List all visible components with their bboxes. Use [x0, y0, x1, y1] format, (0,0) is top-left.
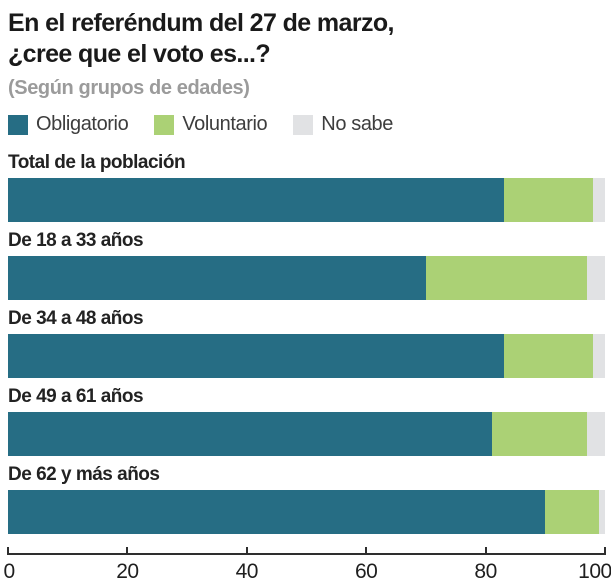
x-axis-tick	[365, 547, 368, 555]
bar-segment-obligatorio	[8, 334, 504, 378]
bar-segment-no-sabe	[593, 178, 605, 222]
chart-groups: Total de la población De 18 a 33 años De 3…	[8, 152, 605, 534]
category-label: De 62 y más años	[8, 464, 160, 485]
legend-label: Voluntario	[182, 113, 268, 135]
bar-segment-voluntario	[545, 490, 600, 534]
x-axis-tick-label: 100	[578, 560, 611, 583]
x-axis-tick	[126, 547, 129, 555]
stacked-bar	[8, 178, 605, 222]
x-axis-tick-label: 80	[474, 560, 497, 583]
chart-title-line1: En el referéndum del 27 de marzo,	[8, 9, 394, 37]
bar-segment-voluntario	[491, 412, 588, 456]
bar-segment-voluntario	[425, 256, 588, 300]
x-axis-tick	[245, 547, 248, 555]
chart-group-de-18-a-33-a-os: De 18 a 33 años	[8, 230, 605, 300]
category-label: De 34 a 48 años	[8, 308, 144, 329]
legend-item-no-sabe: No sabe	[293, 113, 393, 136]
legend-item-voluntario: Voluntario	[154, 113, 268, 136]
legend: Obligatorio Voluntario No sabe	[8, 113, 611, 136]
chart-group-total-de-la-poblaci-n: Total de la población	[8, 152, 605, 222]
category-label: Total de la población	[8, 152, 186, 173]
infographic: En el referéndum del 27 de marzo, ¿cree …	[4, 8, 611, 583]
x-axis-tick-label: 20	[116, 560, 139, 583]
bar-segment-voluntario	[503, 178, 594, 222]
bar-segment-no-sabe	[599, 490, 605, 534]
x-axis-line	[8, 553, 605, 555]
bar-segment-no-sabe	[593, 334, 605, 378]
x-axis-tick	[484, 547, 487, 555]
stacked-bar	[8, 256, 605, 300]
x-axis-tick	[604, 547, 606, 555]
category-label: De 49 a 61 años	[8, 386, 144, 407]
legend-item-obligatorio: Obligatorio	[8, 113, 129, 136]
category-label: De 18 a 33 años	[8, 230, 144, 251]
legend-label: No sabe	[321, 113, 393, 135]
bar-segment-no-sabe	[587, 256, 605, 300]
stacked-bar	[8, 490, 605, 534]
legend-label: Obligatorio	[36, 113, 129, 135]
x-axis-tick	[7, 547, 9, 555]
no-sabe-swatch-icon	[293, 114, 314, 135]
bar-segment-voluntario	[503, 334, 594, 378]
bar-segment-no-sabe	[587, 412, 605, 456]
bar-segment-obligatorio	[8, 178, 504, 222]
x-axis-tick-label: 60	[355, 560, 378, 583]
x-axis-tick-label: 40	[235, 560, 259, 583]
x-axis: 0 20 40 60 80 100	[4, 547, 611, 587]
chart-subtitle: (Según grupos de edades)	[8, 77, 250, 99]
chart-group-de-34-a-48-a-os: De 34 a 48 años	[8, 308, 605, 378]
chart-group-de-62-y-m-s-a-os: De 62 y más años	[8, 464, 605, 534]
bar-segment-obligatorio	[8, 490, 546, 534]
chart-group-de-49-a-61-a-os: De 49 a 61 años	[8, 386, 605, 456]
stacked-bar	[8, 412, 605, 456]
chart-title-line2: ¿cree que el voto es...?	[8, 40, 271, 68]
chart-title: En el referéndum del 27 de marzo, ¿cree …	[8, 8, 611, 70]
obligatorio-swatch-icon	[8, 114, 28, 135]
x-axis-tick-label: 0	[3, 560, 16, 583]
bar-segment-obligatorio	[8, 256, 426, 300]
bar-segment-obligatorio	[8, 412, 492, 456]
voluntario-swatch-icon	[154, 114, 175, 135]
stacked-bar	[8, 334, 605, 378]
